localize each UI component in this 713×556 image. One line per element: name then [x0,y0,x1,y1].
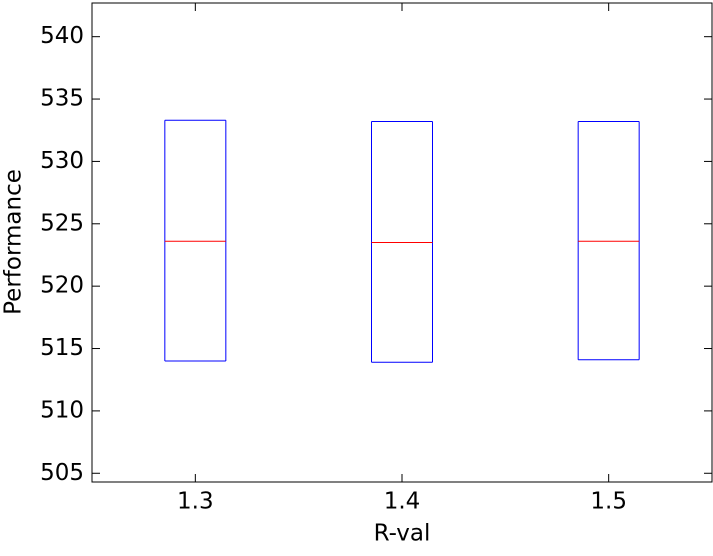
y-tick-label: 515 [40,335,84,361]
y-tick-label: 540 [40,23,84,49]
y-tick-label: 525 [40,210,84,236]
x-axis-label: R-val [374,521,431,547]
x-tick-label: 1.5 [590,489,627,515]
y-tick-label: 535 [40,86,84,112]
y-tick-label: 510 [40,397,84,423]
x-tick-label: 1.4 [384,489,421,515]
y-tick-label: 530 [40,148,84,174]
y-tick-label: 505 [40,460,84,486]
x-tick-label: 1.3 [177,489,214,515]
y-axis-label: Performance [1,169,27,315]
y-tick-label: 520 [40,273,84,299]
